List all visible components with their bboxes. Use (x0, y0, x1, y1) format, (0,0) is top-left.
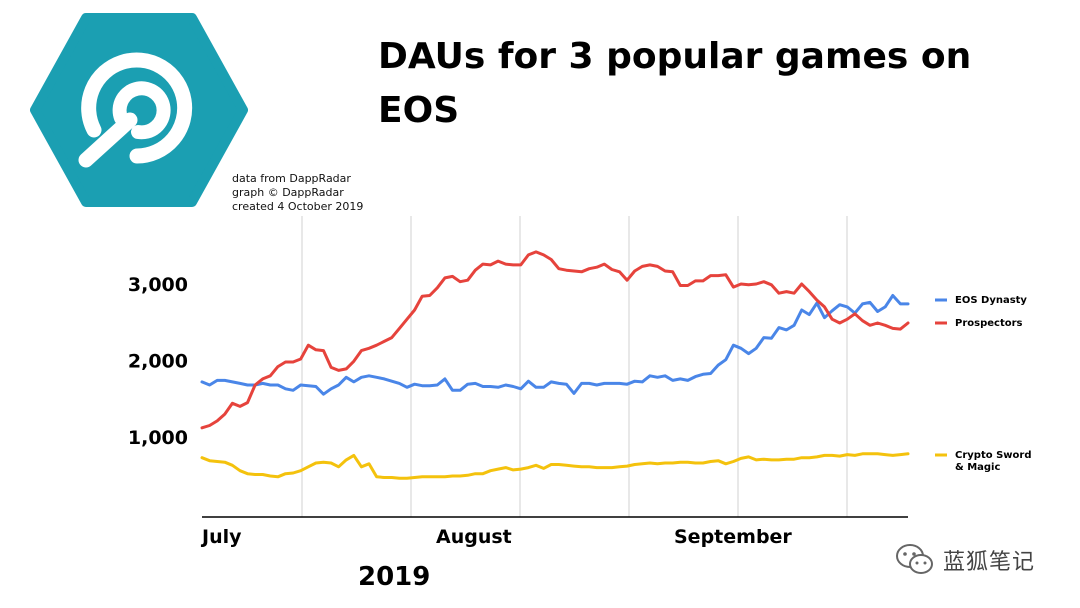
legend-label-1-0: Prospectors (955, 318, 1023, 329)
watermark-text: 蓝狐笔记 (943, 550, 1036, 575)
credit-source: data from DappRadar (232, 172, 351, 185)
x-tick-label-1: August (436, 526, 512, 548)
series-line-0 (200, 294, 910, 396)
y-tick-label-2: 3,000 (128, 274, 188, 296)
credit-copyright: graph © DappRadar (232, 186, 344, 199)
series-line-1 (200, 250, 910, 430)
x-tick-label-0: July (200, 526, 242, 548)
legend-label-2-1: & Magic (955, 462, 1000, 473)
chart-title: DAUs for 3 popular games on EOS (378, 36, 972, 131)
year-label: 2019 (358, 562, 431, 592)
legend-label-2-0: Crypto Sword (955, 450, 1031, 461)
credit-date: created 4 October 2019 (232, 200, 364, 213)
series-line-2 (200, 452, 910, 480)
y-tick-label-0: 1,000 (128, 427, 188, 449)
dappradar-logo (30, 13, 248, 207)
radar-icon (78, 52, 193, 168)
wechat-icon (896, 544, 933, 574)
wechat-watermark: 蓝狐笔记 (895, 540, 1035, 580)
y-tick-label-1: 2,000 (128, 351, 188, 373)
x-tick-label-2: September (674, 526, 792, 548)
legend-label-0-0: EOS Dynasty (955, 295, 1027, 306)
